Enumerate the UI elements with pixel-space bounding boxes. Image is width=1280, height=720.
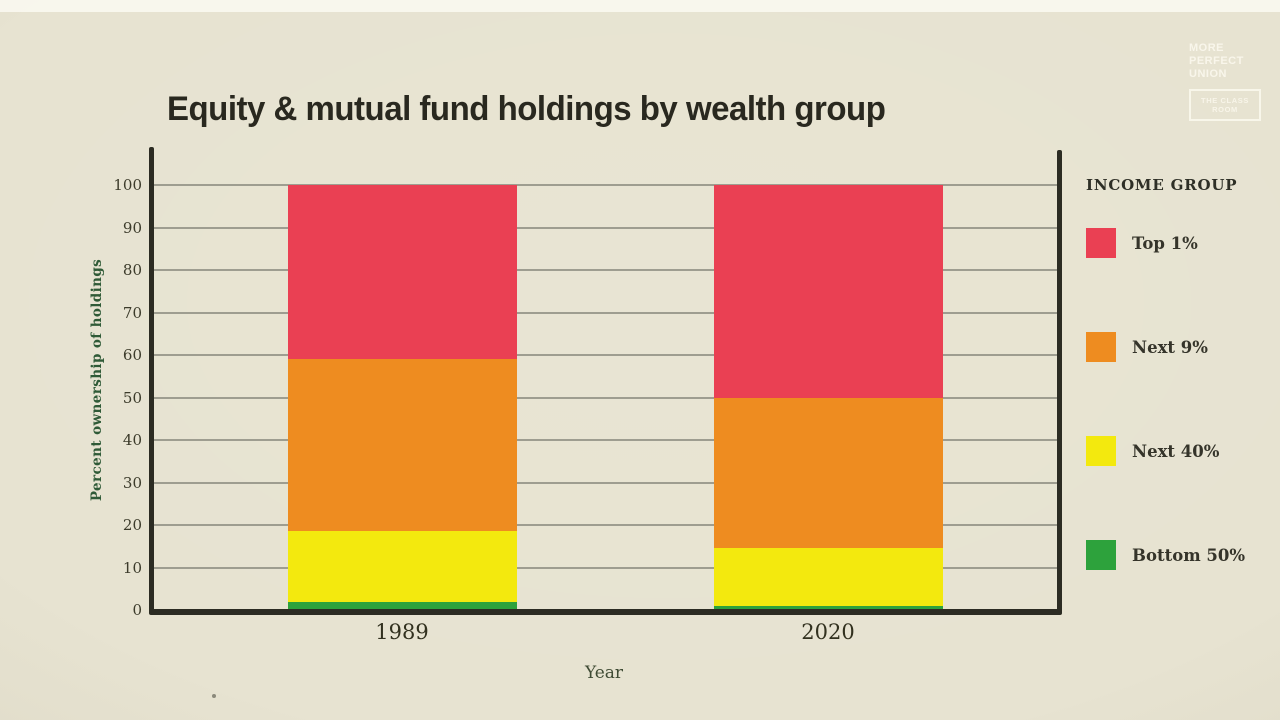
x-axis-line <box>149 609 1062 615</box>
x-category-label-2020: 2020 <box>801 620 855 644</box>
bar-segment-2020-next-40- <box>713 548 943 606</box>
gridline-80 <box>154 269 1057 271</box>
legend-label: Next 9% <box>1132 337 1208 357</box>
legend-label: Next 40% <box>1132 441 1220 461</box>
y-axis-title: Percent ownership of holdings <box>89 258 105 502</box>
legend-label: Top 1% <box>1132 233 1198 253</box>
plot-right-border <box>1057 150 1062 614</box>
y-tick-label-10: 10 <box>122 558 142 577</box>
watermark-line: PERFECT <box>1189 55 1244 67</box>
gridline-20 <box>154 524 1057 526</box>
gridline-90 <box>154 226 1057 229</box>
paper-edge-band <box>0 0 1280 12</box>
watermark-series-box: THE CLASS ROOM <box>1189 89 1261 121</box>
y-tick-label-60: 60 <box>122 346 142 364</box>
y-axis-line <box>149 147 154 614</box>
y-tick-label-0: 0 <box>132 601 142 619</box>
stacked-bar-2020 <box>713 185 943 610</box>
stacked-bar-1989 <box>287 185 517 610</box>
y-tick-label-30: 30 <box>122 473 142 492</box>
legend-swatch <box>1086 436 1116 466</box>
watermark-box-line: ROOM <box>1212 105 1238 114</box>
x-axis-title: Year <box>584 663 624 683</box>
y-tick-label-80: 80 <box>122 261 142 279</box>
gridline-60 <box>154 354 1057 356</box>
gridline-100 <box>154 184 1057 186</box>
legend-title: INCOME GROUP <box>1086 176 1238 194</box>
gridline-30 <box>154 481 1057 484</box>
watermark-box-line: THE CLASS <box>1201 96 1249 105</box>
y-tick-label-40: 40 <box>122 431 142 449</box>
bar-segment-2020-top-1- <box>713 185 943 398</box>
legend-item-next-9-: Next 9% <box>1086 332 1208 362</box>
gridline-50 <box>154 396 1057 399</box>
bar-segment-1989-next-40- <box>287 531 517 602</box>
y-tick-label-100: 100 <box>113 176 142 194</box>
watermark-line: MORE <box>1189 42 1224 54</box>
legend-item-top-1-: Top 1% <box>1086 228 1198 258</box>
paper-speck <box>212 694 216 698</box>
legend-swatch <box>1086 228 1116 258</box>
bar-segment-1989-bottom-50- <box>287 601 517 610</box>
legend-swatch <box>1086 540 1116 570</box>
legend-item-bottom-50-: Bottom 50% <box>1086 540 1245 570</box>
gridline-10 <box>154 566 1057 569</box>
brand-watermark: MORE PERFECT UNION THE CLASS ROOM <box>1189 42 1261 121</box>
legend-label: Bottom 50% <box>1132 545 1246 565</box>
y-tick-label-50: 50 <box>122 388 142 407</box>
gridline-70 <box>154 311 1057 314</box>
legend-swatch <box>1086 332 1116 362</box>
bar-segment-2020-bottom-50- <box>713 605 943 610</box>
watermark-line: UNION <box>1189 68 1227 80</box>
bar-segment-1989-top-1- <box>287 185 517 360</box>
bar-segment-1989-next-9- <box>287 359 517 532</box>
y-tick-label-70: 70 <box>122 303 142 322</box>
y-tick-label-20: 20 <box>122 516 142 534</box>
legend-item-next-40-: Next 40% <box>1086 436 1219 466</box>
bar-segment-2020-next-9- <box>713 397 943 549</box>
chart-title: Equity & mutual fund holdings by wealth … <box>167 90 886 128</box>
x-category-label-1989: 1989 <box>375 620 429 644</box>
gridline-40 <box>154 439 1057 441</box>
y-tick-label-90: 90 <box>122 218 142 237</box>
